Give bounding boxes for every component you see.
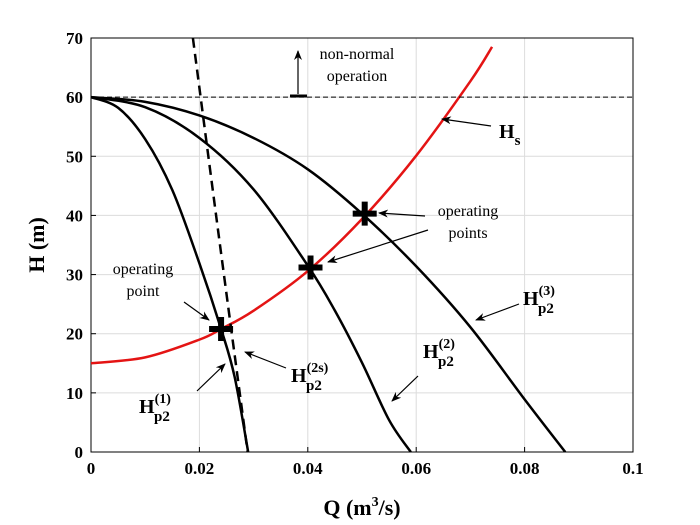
y-tick-label: 50 xyxy=(66,147,83,166)
series-line-hp2-2 xyxy=(91,95,412,452)
label-hp2-2s: H(2s) p2 xyxy=(291,361,329,394)
op-points-text-1: operating xyxy=(438,203,498,220)
y-tick-label: 0 xyxy=(75,443,84,462)
label-hs: Hs xyxy=(499,121,521,149)
series-layer xyxy=(91,38,633,452)
x-tick-label: 0.06 xyxy=(401,459,431,478)
series-line-hs xyxy=(91,46,494,365)
x-tick-label: 0.08 xyxy=(510,459,540,478)
op-point-pointer xyxy=(183,301,210,321)
non-normal-text-2: operation xyxy=(327,68,387,85)
non-normal-text-1: non-normal xyxy=(320,46,395,63)
axis-ticks: 0 0.02 0.04 0.06 0.08 0.1 0 10 20 30 40 50 60 70 xyxy=(66,29,644,478)
label-hp2-1: H(1) p2 xyxy=(139,392,171,425)
op-points-pointer-1 xyxy=(378,209,426,218)
y-axis-label: H (m) xyxy=(24,217,49,273)
y-tick-label: 10 xyxy=(66,384,83,403)
hs-pointer xyxy=(441,116,492,127)
series-line-hp2-1 xyxy=(91,95,250,452)
y-tick-label: 70 xyxy=(66,29,83,48)
plot-area-frame xyxy=(90,37,634,453)
y-tick-label: 40 xyxy=(66,206,83,225)
operating-points-layer xyxy=(209,201,377,341)
hp2-1-pointer xyxy=(196,363,226,392)
y-tick-label: 60 xyxy=(66,88,83,107)
operating-point-marker xyxy=(209,316,234,341)
operating-point-marker xyxy=(298,255,323,280)
op-point-text-2: point xyxy=(127,283,160,300)
y-tick-label: 20 xyxy=(66,325,83,344)
series-line-hp2-2s xyxy=(191,38,249,452)
x-tick-label: 0 xyxy=(87,459,96,478)
op-points-pointer-2 xyxy=(327,229,429,264)
grid-lines xyxy=(90,37,634,453)
hp2-2-pointer xyxy=(391,375,419,402)
x-tick-label: 0.1 xyxy=(622,459,643,478)
label-hp2-3: H(3) p2 xyxy=(523,284,555,317)
x-tick-label: 0.04 xyxy=(293,459,323,478)
x-axis-label: Q (m3/s) xyxy=(323,495,400,520)
op-point-text-1: operating xyxy=(113,261,173,278)
y-tick-label: 30 xyxy=(66,266,83,285)
op-points-text-2: points xyxy=(448,225,487,242)
x-tick-label: 0.02 xyxy=(185,459,215,478)
hp2-3-pointer xyxy=(475,303,520,321)
series-line-hp2-3 xyxy=(91,95,567,452)
hp2-2s-pointer xyxy=(244,351,287,369)
operating-point-marker xyxy=(352,201,377,226)
label-hp2-2: H(2) p2 xyxy=(423,337,455,370)
